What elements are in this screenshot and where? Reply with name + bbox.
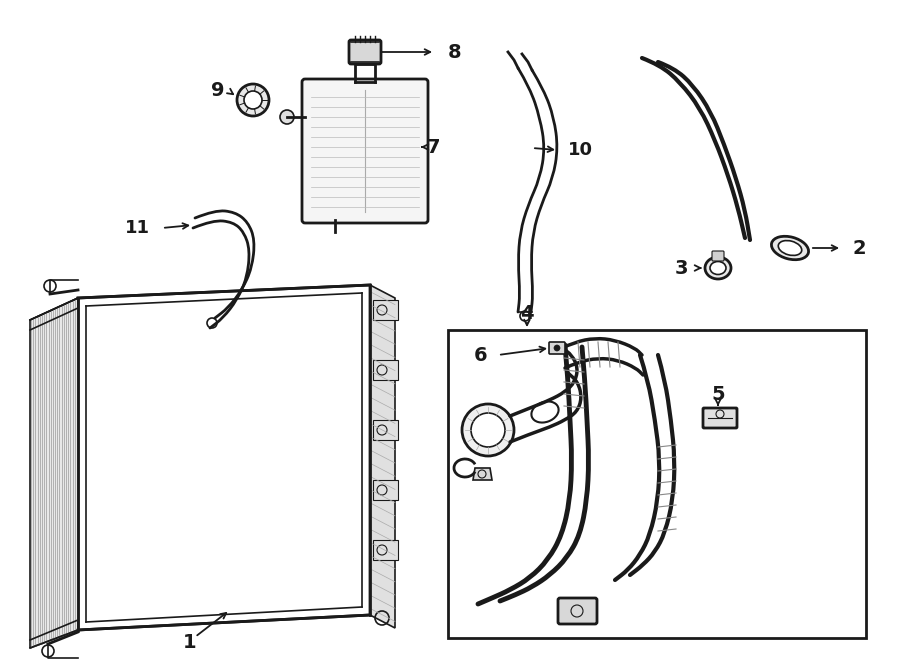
Circle shape	[462, 404, 514, 456]
FancyBboxPatch shape	[349, 40, 381, 64]
Polygon shape	[473, 468, 492, 480]
Text: 10: 10	[568, 141, 593, 159]
Text: 9: 9	[212, 81, 225, 99]
Polygon shape	[30, 298, 78, 648]
Circle shape	[280, 110, 294, 124]
Text: 3: 3	[674, 258, 688, 277]
Bar	[448, 330, 866, 638]
Circle shape	[471, 413, 505, 447]
Text: 5: 5	[711, 385, 724, 404]
Text: 2: 2	[852, 238, 866, 258]
FancyBboxPatch shape	[549, 342, 565, 354]
FancyBboxPatch shape	[373, 480, 398, 500]
FancyBboxPatch shape	[302, 79, 428, 223]
FancyBboxPatch shape	[373, 540, 398, 560]
Polygon shape	[370, 285, 395, 628]
Ellipse shape	[710, 261, 726, 275]
FancyBboxPatch shape	[712, 251, 724, 261]
Text: 6: 6	[473, 346, 487, 365]
Text: 7: 7	[427, 138, 440, 156]
Text: 4: 4	[520, 303, 534, 322]
FancyBboxPatch shape	[558, 598, 597, 624]
Text: 8: 8	[448, 42, 462, 62]
Ellipse shape	[771, 236, 808, 260]
Circle shape	[237, 84, 269, 116]
Circle shape	[244, 91, 262, 109]
Text: 11: 11	[125, 219, 150, 237]
FancyBboxPatch shape	[703, 408, 737, 428]
FancyBboxPatch shape	[373, 420, 398, 440]
Circle shape	[554, 345, 560, 351]
Polygon shape	[78, 285, 370, 630]
FancyBboxPatch shape	[373, 360, 398, 380]
Ellipse shape	[778, 240, 802, 256]
Ellipse shape	[705, 257, 731, 279]
Text: 1: 1	[184, 634, 197, 653]
FancyBboxPatch shape	[373, 300, 398, 320]
